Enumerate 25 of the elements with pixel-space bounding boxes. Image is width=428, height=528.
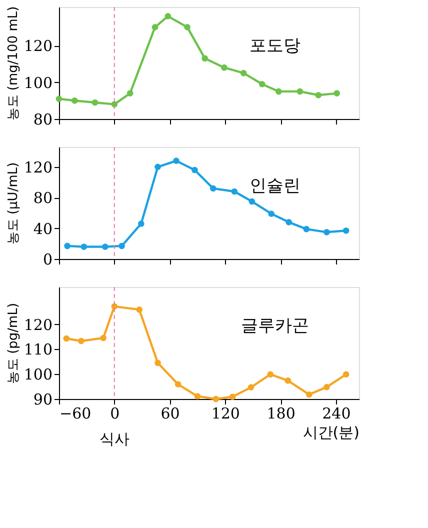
series-label: 포도당 (250, 36, 300, 56)
y-axis-title: 농도 (μU/mL) (6, 162, 21, 245)
x-axis-title: 시간(분) (302, 424, 360, 442)
y-tick-label: 100 (24, 366, 52, 384)
y-tick-label: 90 (33, 390, 52, 408)
y-tick-label: 120 (24, 316, 52, 334)
x-tick-label: 180 (266, 404, 296, 422)
x-tick-label: 120 (211, 404, 240, 422)
y-tick-label: 0 (42, 250, 52, 268)
y-tick-label: 120 (24, 37, 52, 56)
y-tick-label: 120 (24, 158, 52, 176)
text: 글루카곤 (241, 316, 309, 336)
y-tick-label: 80 (33, 189, 52, 208)
x-tick-label: 0 (110, 404, 120, 422)
text: 식사 (100, 430, 130, 448)
y-axis-title: 농도 (mg/100 mL) (6, 6, 21, 121)
series-label: 인슐린 (250, 176, 300, 196)
x-tick-label: 60 (160, 404, 180, 422)
y-tick-label: 80 (33, 110, 52, 128)
y-tick-label: 40 (33, 220, 52, 238)
y-tick-label: 110 (24, 340, 52, 359)
x-tick-label: 240 (322, 404, 351, 422)
y-tick-label: 100 (24, 74, 52, 92)
y-axis-title: 농도 (pg/mL) (6, 302, 21, 384)
x-tick-label: −60 (60, 404, 92, 422)
